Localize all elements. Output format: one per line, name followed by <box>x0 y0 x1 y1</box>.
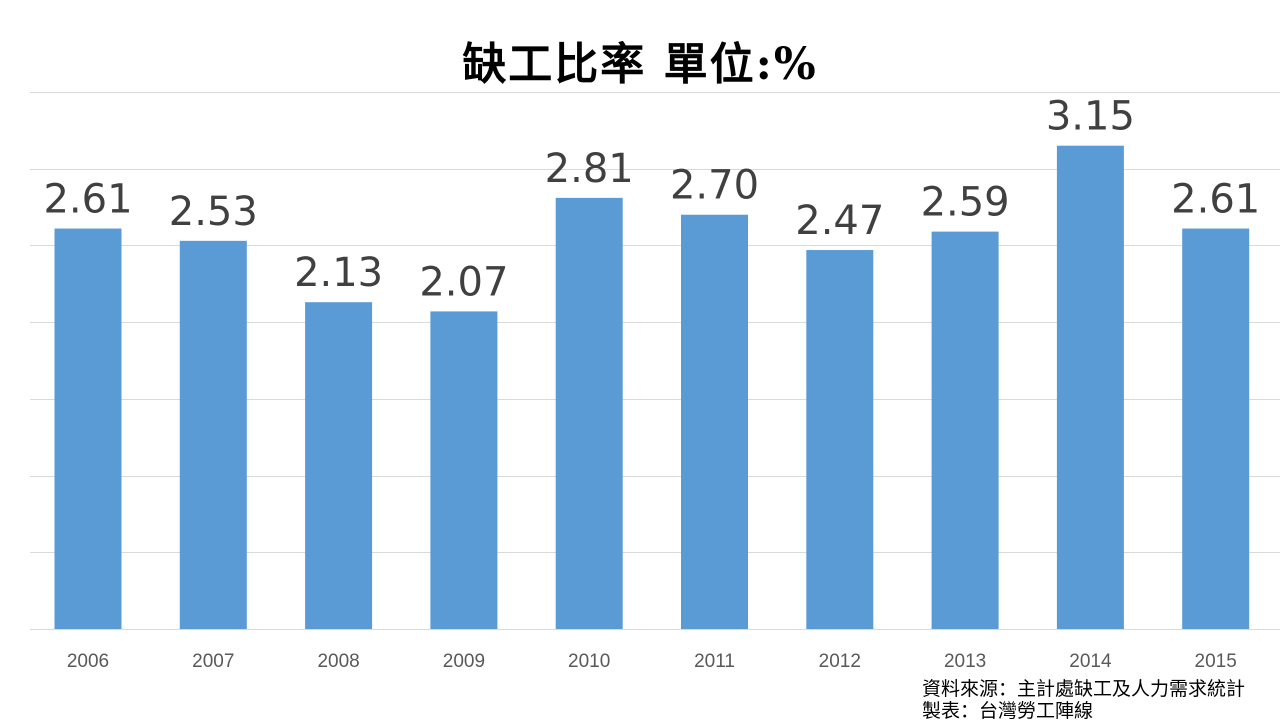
source-line: 資料來源：主計處缺工及人力需求統計 <box>922 678 1246 700</box>
bar <box>1182 228 1250 629</box>
x-tick-label: 2006 <box>67 651 109 672</box>
author-line: 製表：台灣勞工陣線 <box>922 700 1094 722</box>
data-label: 2.53 <box>169 189 258 235</box>
data-label: 2.47 <box>795 198 884 244</box>
data-label: 2.07 <box>419 259 508 305</box>
bar <box>806 250 874 629</box>
x-tick-label: 2007 <box>192 651 234 672</box>
x-tick-label: 2008 <box>317 651 359 672</box>
bar <box>681 214 748 629</box>
data-label: 3.15 <box>1046 94 1135 140</box>
x-tick-label: 2011 <box>694 651 735 672</box>
value-labels: 2.61 2.53 2.13 2.07 2.81 2.70 2.47 2.59 3.15 2.61 <box>43 94 1260 306</box>
data-label: 2.70 <box>670 163 759 209</box>
data-label: 2.13 <box>294 250 383 296</box>
x-tick-label: 2013 <box>944 651 986 672</box>
bar <box>305 302 373 629</box>
bar <box>1056 145 1124 629</box>
bar <box>555 197 623 629</box>
x-tick-label: 2015 <box>1195 651 1237 672</box>
chart-title: 缺工比率 單位:% <box>462 39 818 90</box>
source-note: 資料來源：主計處缺工及人力需求統計 製表：台灣勞工陣線 <box>922 678 1245 722</box>
data-label: 2.81 <box>545 146 634 192</box>
x-axis-tick-labels: 2006 2007 2008 2009 2010 2011 2012 2013 2014 2015 <box>67 651 1237 672</box>
bar <box>931 231 999 629</box>
bar <box>54 228 122 629</box>
x-tick-label: 2010 <box>568 651 610 672</box>
data-label: 2.59 <box>921 180 1010 226</box>
data-label: 2.61 <box>43 177 132 223</box>
bar <box>179 240 247 629</box>
data-label: 2.61 <box>1171 177 1260 223</box>
x-tick-label: 2009 <box>443 651 485 672</box>
x-tick-label: 2012 <box>819 651 861 672</box>
bar <box>430 311 498 629</box>
x-tick-label: 2014 <box>1069 651 1112 672</box>
bars <box>54 145 1250 629</box>
